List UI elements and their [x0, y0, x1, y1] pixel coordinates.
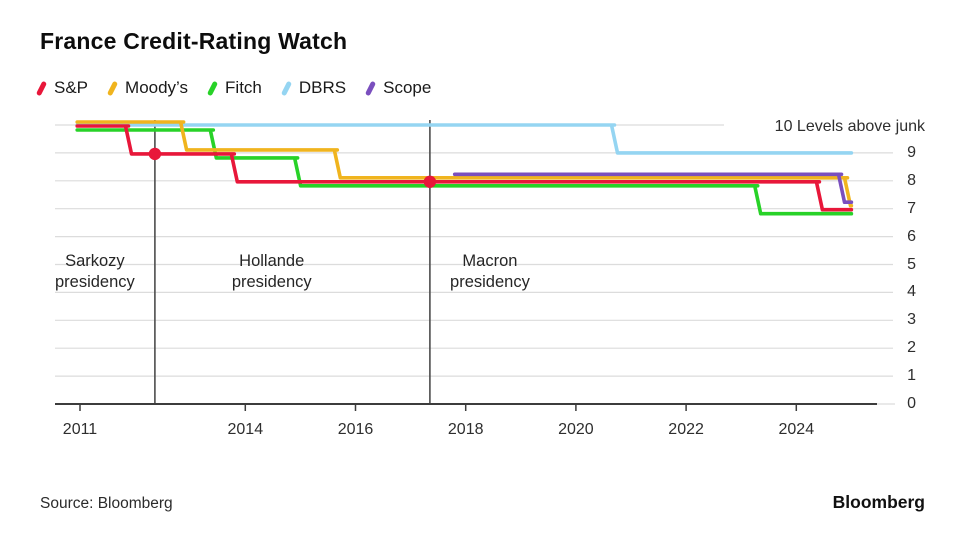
- legend-item-moodys: Moody’s: [106, 78, 189, 98]
- presidency-dividers: [154, 120, 431, 404]
- y-axis-label-5: 5: [907, 255, 916, 273]
- legend-label: S&P: [54, 78, 89, 97]
- annotation-macron-presidency: Macron presidency: [415, 251, 565, 293]
- source-note: Source: Bloomberg: [40, 495, 173, 512]
- x-axis-label-2018: 2018: [447, 421, 484, 438]
- y-axis-label-7: 7: [907, 199, 916, 217]
- legend-label: Fitch: [225, 78, 262, 97]
- y-axis-label-6: 6: [907, 227, 916, 245]
- chart-legend: S&P Moody’s Fitch DBRS Scope: [35, 78, 432, 98]
- x-axis-label-2011: 2011: [62, 421, 98, 438]
- y-axis-label-4: 4: [907, 283, 916, 301]
- x-axis-label-2022: 2022: [668, 421, 704, 438]
- legend-item-fitch: Fitch: [206, 78, 262, 98]
- annotation-sarkozy-presidency: Sarkozy presidency: [20, 251, 170, 293]
- series-line-moodys: [75, 120, 854, 208]
- y-axis-label-3: 3: [907, 311, 916, 329]
- series-line-sp: [75, 124, 854, 212]
- y-axis-label-2: 2: [907, 339, 916, 357]
- legend-item-sp: S&P: [35, 78, 89, 98]
- annotation-line1: Sarkozy: [65, 252, 125, 270]
- legend-item-dbrs: DBRS: [280, 78, 347, 98]
- legend-label: Scope: [383, 78, 432, 97]
- annotation-line1: Hollande: [239, 252, 305, 270]
- y-axis-label-0: 0: [907, 395, 916, 412]
- annotation-hollande-presidency: Hollande presidency: [197, 251, 347, 293]
- x-axis-label-2014: 2014: [227, 421, 264, 438]
- downgrade-event-dot-sp: [148, 147, 162, 161]
- x-axis-label-2020: 2020: [558, 421, 594, 438]
- annotation-line2: presidency: [450, 273, 530, 291]
- downgrade-event-dot-sp: [423, 175, 437, 188]
- legend-label: Moody’s: [125, 78, 189, 97]
- annotation-line1: Macron: [462, 252, 518, 270]
- legend-label: DBRS: [298, 78, 347, 97]
- x-axis-label-2016: 2016: [337, 421, 374, 438]
- annotation-line2: presidency: [231, 273, 312, 291]
- series-line-fitch: [75, 128, 854, 216]
- y-axis-label-9: 9: [907, 143, 916, 161]
- chart-title: France Credit-Rating Watch: [40, 28, 348, 54]
- annotation-line2: presidency: [54, 273, 135, 291]
- y-axis-top-label: 10 Levels above junk: [774, 118, 925, 135]
- legend-item-scope: Scope: [364, 78, 432, 98]
- series-line-scope: [452, 172, 854, 204]
- x-axis-label-2024: 2024: [778, 421, 815, 438]
- series-line-dbrs: [75, 123, 854, 155]
- y-axis-label-8: 8: [907, 171, 916, 189]
- bloomberg-logo: Bloomberg: [832, 492, 925, 512]
- y-axis-label-1: 1: [907, 367, 916, 385]
